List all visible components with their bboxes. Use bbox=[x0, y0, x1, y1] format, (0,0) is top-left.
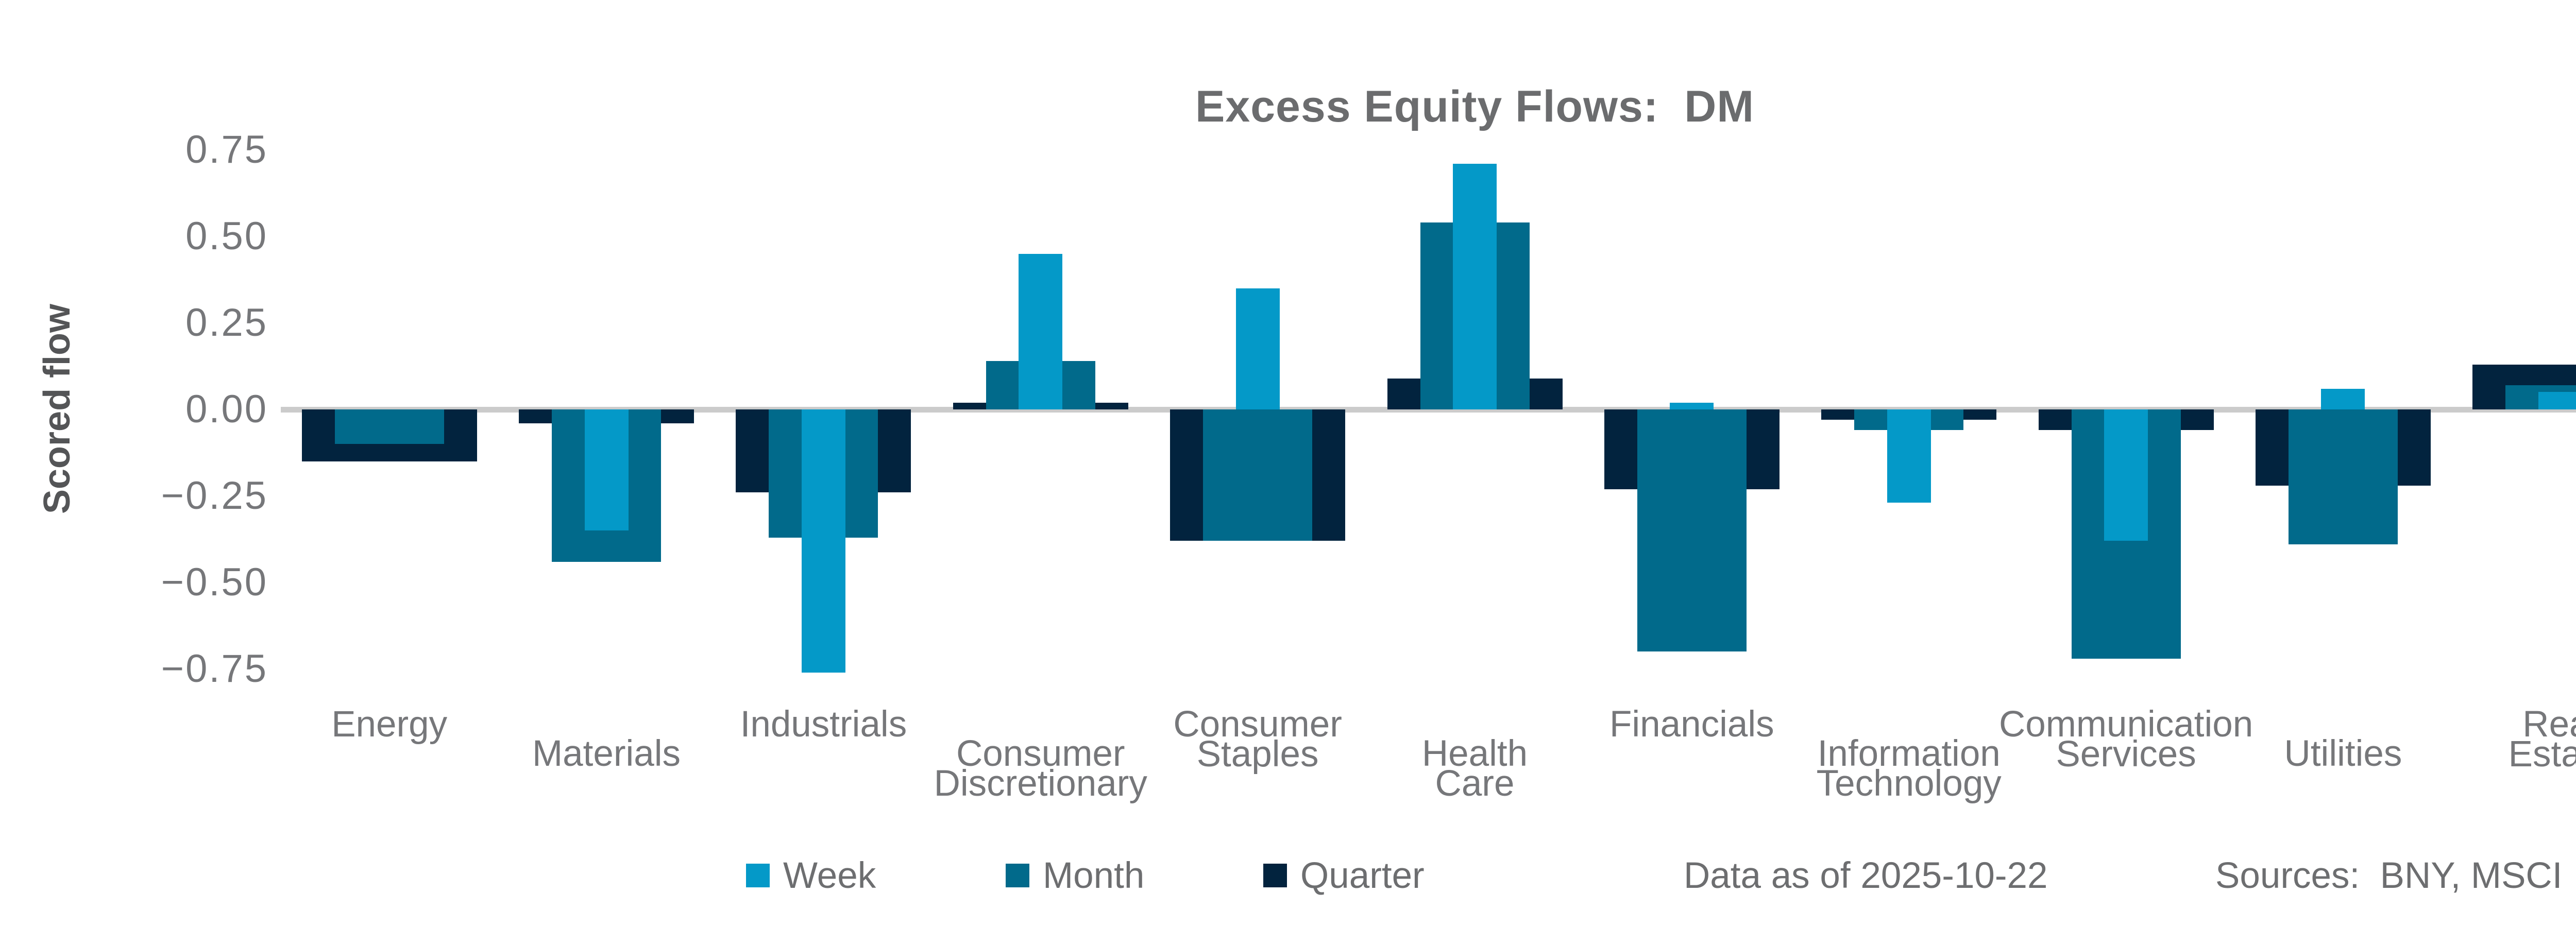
bar-week-health-care bbox=[1453, 163, 1497, 409]
bar-month-energy bbox=[334, 409, 444, 444]
legend-quarter-label: Quarter bbox=[1300, 855, 1425, 896]
bar-week-information-technology bbox=[1887, 409, 1931, 503]
legend-week-label: Week bbox=[783, 855, 876, 896]
y-tick-label: −0.50 bbox=[161, 560, 268, 604]
legend-and-footer: Week Month Quarter Data as of 2025-10-22… bbox=[0, 847, 2576, 904]
y-tick-label: −0.75 bbox=[161, 647, 268, 691]
x-label-consumer-discretionary: Consumer Discretionary bbox=[934, 733, 1147, 804]
legend-item-month: Month bbox=[1006, 847, 1144, 904]
x-label-health-care: Health Care bbox=[1421, 733, 1528, 804]
x-label-energy: Energy bbox=[331, 704, 448, 745]
sources-text: Sources: BNY, MSCI bbox=[2215, 855, 2563, 896]
bar-week-consumer-staples bbox=[1235, 288, 1280, 409]
bar-month-financials bbox=[1637, 409, 1747, 652]
y-tick-label: 0.00 bbox=[185, 387, 268, 431]
bar-week-communication-services bbox=[2104, 409, 2148, 541]
bar-month-utilities bbox=[2288, 409, 2398, 545]
bar-month-consumer-staples bbox=[1203, 409, 1313, 541]
x-label-utilities: Utilities bbox=[2284, 733, 2402, 774]
x-label-financials: Financials bbox=[1609, 704, 1774, 745]
x-label-communication-services: Communication Services bbox=[1998, 704, 2253, 775]
y-tick-label: 0.50 bbox=[185, 214, 268, 258]
zero-axis-line bbox=[281, 407, 2576, 413]
legend-week-swatch-icon bbox=[746, 864, 770, 887]
legend-item-quarter: Quarter bbox=[1263, 847, 1425, 904]
bar-week-materials bbox=[584, 409, 629, 531]
legend-month-label: Month bbox=[1043, 855, 1145, 896]
x-label-real-estate: Real Estate bbox=[2508, 704, 2576, 775]
legend-item-week: Week bbox=[746, 847, 876, 904]
bar-week-industrials bbox=[801, 409, 845, 673]
x-label-materials: Materials bbox=[532, 733, 681, 774]
y-tick-label: 0.75 bbox=[185, 128, 268, 171]
bar-week-real-estate bbox=[2538, 392, 2576, 409]
plot-area bbox=[281, 0, 2576, 927]
x-label-information-technology: Information Technology bbox=[1816, 733, 2002, 804]
y-tick-label: −0.25 bbox=[161, 474, 268, 518]
legend-quarter-swatch-icon bbox=[1263, 864, 1287, 887]
data-as-of-text: Data as of 2025-10-22 bbox=[1684, 855, 2048, 896]
bar-week-consumer-discretionary bbox=[1019, 253, 1063, 409]
legend-month-swatch-icon bbox=[1006, 864, 1029, 887]
y-tick-label: 0.25 bbox=[185, 301, 268, 345]
x-label-industrials: Industrials bbox=[740, 704, 907, 745]
x-label-consumer-staples: Consumer Staples bbox=[1173, 704, 1342, 775]
bar-week-financials bbox=[1670, 402, 1714, 409]
bar-week-utilities bbox=[2321, 388, 2365, 409]
chart-title: Excess Equity Flows: DM bbox=[1195, 82, 1754, 131]
